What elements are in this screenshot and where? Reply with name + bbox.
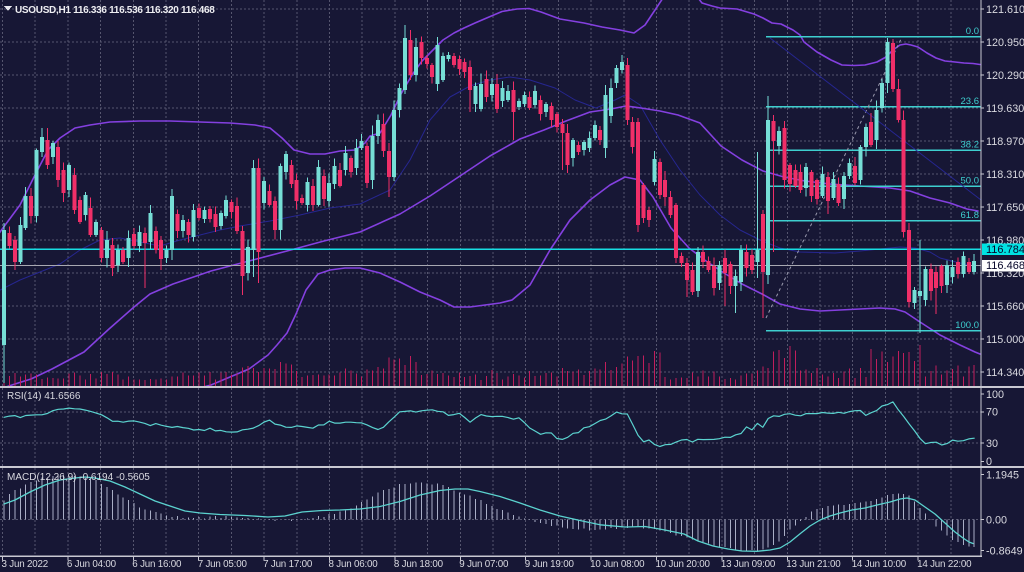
svg-text:115.000: 115.000 [986,334,1024,346]
svg-text:USOUSD,H1 116.336 116.536 116: USOUSD,H1 116.336 116.536 116.320 116.46… [15,5,215,16]
svg-text:121.610: 121.610 [986,4,1024,16]
svg-text:1.1945: 1.1945 [986,470,1019,482]
svg-text:100.0: 100.0 [955,320,979,331]
svg-text:6 Jun 16:00: 6 Jun 16:00 [132,559,182,570]
svg-text:118.970: 118.970 [986,136,1024,148]
svg-text:120.950: 120.950 [986,37,1024,49]
svg-text:8 Jun 06:00: 8 Jun 06:00 [329,559,379,570]
svg-text:119.630: 119.630 [986,103,1024,115]
svg-text:117.650: 117.650 [986,202,1024,214]
svg-text:13 Jun 09:00: 13 Jun 09:00 [721,559,776,570]
svg-text:70: 70 [986,407,998,419]
svg-text:0.00: 0.00 [986,514,1007,526]
svg-text:7 Jun 17:00: 7 Jun 17:00 [263,559,313,570]
svg-text:115.660: 115.660 [986,301,1024,313]
svg-text:30: 30 [986,438,998,450]
svg-text:9 Jun 07:00: 9 Jun 07:00 [459,559,509,570]
svg-text:0.0: 0.0 [966,26,979,37]
svg-text:RSI(14) 41.6566: RSI(14) 41.6566 [7,391,81,402]
svg-text:10 Jun 20:00: 10 Jun 20:00 [656,559,711,570]
svg-text:61.8: 61.8 [961,210,980,221]
svg-text:118.310: 118.310 [986,169,1024,181]
svg-text:38.2: 38.2 [961,140,980,151]
svg-text:13 Jun 21:00: 13 Jun 21:00 [786,559,841,570]
svg-text:23.6: 23.6 [961,96,980,107]
svg-text:10 Jun 08:00: 10 Jun 08:00 [590,559,645,570]
svg-text:7 Jun 05:00: 7 Jun 05:00 [198,559,248,570]
svg-text:MACD(12,26,9) -0.6194 -0.5605: MACD(12,26,9) -0.6194 -0.5605 [7,472,150,483]
svg-text:6 Jun 04:00: 6 Jun 04:00 [67,559,117,570]
svg-text:116.468: 116.468 [986,260,1024,272]
svg-text:116.784: 116.784 [986,244,1024,256]
svg-text:50.0: 50.0 [961,176,980,187]
svg-text:8 Jun 18:00: 8 Jun 18:00 [394,559,444,570]
svg-text:-0.8649: -0.8649 [986,545,1023,557]
svg-text:3 Jun 2022: 3 Jun 2022 [2,559,48,570]
svg-text:9 Jun 19:00: 9 Jun 19:00 [525,559,575,570]
svg-text:14 Jun 10:00: 14 Jun 10:00 [852,559,907,570]
svg-text:100: 100 [986,389,1004,401]
svg-text:114.340: 114.340 [986,367,1024,379]
svg-text:14 Jun 22:00: 14 Jun 22:00 [917,559,972,570]
svg-text:120.290: 120.290 [986,70,1024,82]
svg-text:0: 0 [986,456,992,468]
